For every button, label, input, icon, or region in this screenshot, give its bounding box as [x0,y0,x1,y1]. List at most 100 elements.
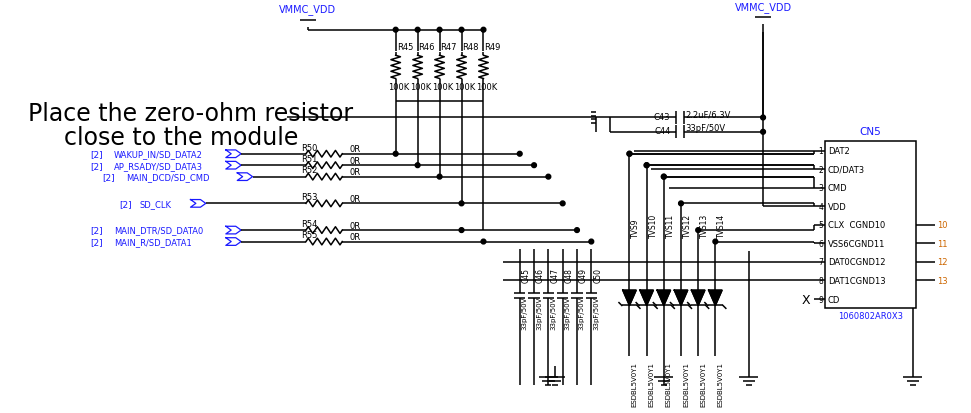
Text: 0R: 0R [350,233,361,242]
Circle shape [661,175,666,180]
Text: 100K: 100K [476,83,497,92]
Text: CLX  CGND10: CLX CGND10 [828,221,886,230]
Circle shape [459,202,464,206]
Circle shape [481,28,486,33]
Polygon shape [622,290,636,306]
Text: MAIN_DCD/SD_CMD: MAIN_DCD/SD_CMD [125,173,209,182]
Circle shape [760,116,765,121]
Circle shape [644,164,649,168]
Text: 7: 7 [819,258,823,267]
Text: CN5: CN5 [859,126,882,136]
Text: 33pF/50V: 33pF/50V [521,296,527,330]
Text: 8: 8 [819,276,823,285]
Text: 1: 1 [819,147,823,156]
Circle shape [713,240,718,244]
Circle shape [393,28,398,33]
Text: DAT0CGND12: DAT0CGND12 [828,258,886,267]
Text: 0R: 0R [350,168,361,177]
Text: 2.2uF/6.3V: 2.2uF/6.3V [686,110,731,119]
Text: DAT2: DAT2 [828,147,850,156]
Text: 2: 2 [819,165,823,174]
Text: VDD: VDD [828,202,847,211]
Circle shape [560,202,565,206]
Text: C48: C48 [564,267,574,282]
Text: 3: 3 [819,184,823,193]
Text: 33pF/50V: 33pF/50V [536,296,542,330]
Polygon shape [691,290,705,306]
Circle shape [481,240,486,244]
Text: R54: R54 [301,219,318,228]
Text: VMMC_VDD: VMMC_VDD [280,5,336,15]
Text: CD/DAT3: CD/DAT3 [828,165,865,174]
Text: C46: C46 [536,267,545,282]
Text: 100K: 100K [453,83,475,92]
Circle shape [518,152,522,157]
Text: C47: C47 [551,267,559,282]
Text: R45: R45 [396,43,413,52]
Text: TVS10: TVS10 [649,213,657,237]
Circle shape [679,202,684,206]
Text: 0R: 0R [350,157,361,166]
Circle shape [644,164,649,168]
Text: ESDBL5V0Y1: ESDBL5V0Y1 [718,361,723,406]
Text: C43: C43 [654,113,671,122]
Text: 0R: 0R [350,195,361,204]
Polygon shape [640,290,653,306]
Text: ESDBL5V0Y1: ESDBL5V0Y1 [700,361,706,406]
Text: ESDBL5V0Y1: ESDBL5V0Y1 [631,361,637,406]
Circle shape [393,152,398,157]
Text: SD_CLK: SD_CLK [140,199,172,209]
Text: 13: 13 [937,276,948,285]
Text: 6: 6 [819,239,823,248]
Text: 100K: 100K [410,83,431,92]
Text: CMD: CMD [828,184,848,193]
Text: VMMC_VDD: VMMC_VDD [734,2,791,12]
Text: R48: R48 [462,43,479,52]
Text: R51: R51 [301,154,318,164]
Circle shape [627,152,632,157]
Circle shape [696,228,700,233]
Text: ESDBL5V0Y1: ESDBL5V0Y1 [649,361,654,406]
Text: R53: R53 [301,193,318,202]
Circle shape [532,164,536,168]
Text: [2]: [2] [102,173,115,182]
Text: 33pF/50V: 33pF/50V [551,296,556,330]
Circle shape [459,228,464,233]
Text: ESDBL5V0Y1: ESDBL5V0Y1 [683,361,688,406]
Text: [2]: [2] [90,150,103,159]
Text: C44: C44 [654,127,671,136]
Text: 0R: 0R [350,221,361,230]
Text: 33pF/50V: 33pF/50V [686,124,726,133]
Text: R49: R49 [485,43,501,52]
Text: MAIN_R/SD_DATA1: MAIN_R/SD_DATA1 [115,237,192,247]
Circle shape [760,130,765,135]
Text: TVS11: TVS11 [666,213,675,237]
Text: 11: 11 [937,239,948,248]
Text: R50: R50 [301,143,318,152]
Text: TVS9: TVS9 [631,218,641,237]
Text: [2]: [2] [90,237,103,247]
Text: [2]: [2] [119,199,132,209]
Text: R46: R46 [419,43,435,52]
Text: 33pF/50V: 33pF/50V [579,296,585,330]
Text: CD: CD [828,295,840,304]
Text: C50: C50 [593,267,602,282]
Text: ESDBL5V0Y1: ESDBL5V0Y1 [666,361,672,406]
Circle shape [437,175,442,180]
Text: TVS13: TVS13 [700,213,709,237]
Circle shape [437,28,442,33]
Circle shape [661,175,666,180]
Circle shape [575,228,580,233]
Text: 9: 9 [819,295,823,304]
Text: TVS14: TVS14 [718,213,726,237]
Text: [2]: [2] [90,161,103,170]
Text: MAIN_DTR/SD_DATA0: MAIN_DTR/SD_DATA0 [115,226,204,235]
Text: R55: R55 [301,231,318,240]
Circle shape [416,28,420,33]
Circle shape [546,175,551,180]
Text: 100K: 100K [388,83,410,92]
Text: X: X [802,293,811,306]
Polygon shape [657,290,671,306]
Text: 12: 12 [937,258,948,267]
Circle shape [459,28,464,33]
